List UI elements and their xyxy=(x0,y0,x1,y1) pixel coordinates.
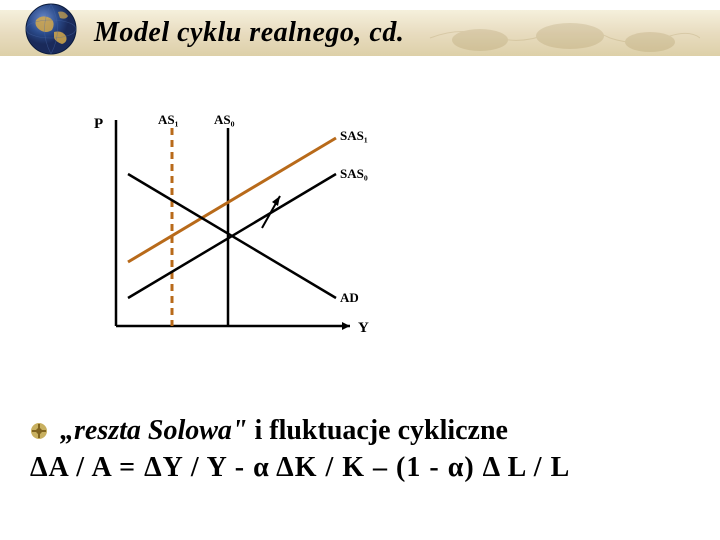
bullet-icon xyxy=(30,422,48,440)
solow-residual-formula: ΔA / A = ΔY / Y - α ΔK / K – (1 - α) Δ L… xyxy=(30,452,570,484)
bullet-line: „reszta Solowa" i fluktuacje cykliczne xyxy=(30,415,508,447)
label-ad: AD xyxy=(340,290,359,305)
bullet-text: „reszta Solowa" i fluktuacje cykliczne xyxy=(60,415,508,447)
bullet-rest: i fluktuacje cykliczne xyxy=(247,415,508,446)
line-sas1 xyxy=(128,138,336,262)
header-bar: Model cyklu realnego, cd. xyxy=(0,10,720,56)
label-as0: AS₀ xyxy=(214,112,235,127)
label-sas0: SAS₀ xyxy=(340,166,368,181)
label-p: P xyxy=(94,116,103,132)
label-sas1: SAS₁ xyxy=(340,128,368,143)
label-y: Y xyxy=(358,320,369,336)
header-map-decoration xyxy=(420,18,700,60)
as-ad-diagram: P Y AS₁ AS₀ SAS₁ SAS₀ AD xyxy=(90,110,390,360)
page-title: Model cyklu realnego, cd. xyxy=(94,17,404,49)
globe-icon xyxy=(24,2,78,56)
label-as1: AS₁ xyxy=(158,112,179,127)
bullet-quoted: „reszta Solowa" xyxy=(60,415,247,446)
